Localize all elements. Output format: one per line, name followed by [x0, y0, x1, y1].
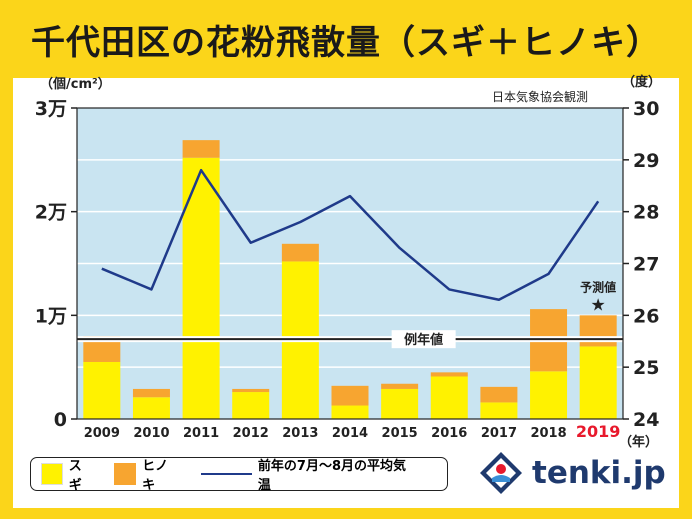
x-tick-label-2013: 2013	[282, 426, 318, 441]
bar-sugi-2010	[132, 397, 170, 419]
x-tick-label-2011: 2011	[183, 426, 219, 441]
legend-swatch-sugi	[41, 463, 63, 485]
left-tick-label: 2万	[35, 202, 67, 224]
bar-sugi-2017	[480, 402, 518, 419]
forecast-label: 予測値	[580, 279, 616, 294]
bar-hinoki-2013	[281, 243, 319, 262]
tenki-logo: tenki.jp	[478, 448, 668, 498]
legend-item-temp: 前年の7月〜8月の平均気温	[200, 455, 417, 493]
bar-hinoki-2015	[381, 383, 419, 389]
bar-sugi-2014	[331, 405, 369, 419]
x-tick-label-2009: 2009	[84, 426, 120, 441]
x-tick-label-2012: 2012	[233, 426, 269, 441]
left-tick-label: 1万	[35, 305, 67, 327]
source-label: 日本気象協会観測	[492, 89, 588, 104]
legend-label-sugi: スギ	[68, 459, 82, 493]
tenki-logo-icon	[480, 452, 522, 494]
legend-label-hinoki: ヒノキ	[142, 459, 169, 493]
bar-hinoki-2012	[232, 388, 270, 393]
bar-sugi-2009	[83, 361, 121, 419]
right-tick-label: 26	[633, 305, 659, 327]
bar-sugi-2016	[430, 376, 468, 419]
x-tick-label-2018: 2018	[530, 426, 566, 441]
x-tick-label-2016: 2016	[431, 426, 467, 441]
legend-label-temp: 前年の7月〜8月の平均気温	[257, 459, 407, 493]
forecast-star-icon: ★	[591, 295, 606, 315]
bar-hinoki-2010	[132, 388, 170, 398]
bar-sugi-2012	[232, 392, 270, 419]
right-tick-label: 28	[633, 202, 659, 224]
left-unit-label: （個/cm²）	[40, 76, 111, 92]
year-unit-label: （年）	[619, 434, 658, 450]
bar-hinoki-2016	[430, 372, 468, 377]
x-tick-label-2014: 2014	[332, 426, 368, 441]
x-tick-label-2017: 2017	[481, 426, 517, 441]
left-tick-label: 0	[54, 409, 67, 431]
bar-sugi-2015	[381, 388, 419, 419]
bar-hinoki-2011	[182, 140, 220, 158]
tenki-logo-text: tenki.jp	[532, 455, 666, 491]
legend-swatch-hinoki	[114, 463, 137, 485]
bar-sugi-2019	[579, 346, 617, 419]
x-tick-label-2010: 2010	[133, 426, 169, 441]
chart-title: 千代田区の花粉飛散量（スギ＋ヒノキ）	[31, 22, 661, 63]
legend-swatch-temp	[200, 473, 252, 475]
reference-label-bg	[391, 330, 456, 349]
legend: スギ ヒノキ 前年の7月〜8月の平均気温	[30, 455, 448, 493]
bar-sugi-2018	[530, 371, 568, 419]
right-tick-label: 24	[633, 409, 659, 431]
bar-hinoki-2017	[480, 386, 518, 403]
right-tick-label: 25	[633, 357, 659, 379]
right-tick-label: 27	[633, 254, 659, 276]
bar-hinoki-2014	[331, 385, 369, 406]
x-tick-label-2019: 2019	[576, 422, 621, 441]
right-tick-label: 30	[633, 98, 659, 120]
left-tick-label: 3万	[35, 98, 67, 120]
legend-item-hinoki: ヒノキ	[114, 455, 180, 493]
right-unit-label: （度）	[622, 74, 661, 90]
right-tick-label: 29	[633, 150, 659, 172]
legend-item-sugi: スギ	[41, 455, 94, 493]
reference-label: 例年値	[404, 332, 443, 348]
bar-sugi-2011	[182, 157, 220, 419]
x-tick-label-2015: 2015	[382, 426, 418, 441]
